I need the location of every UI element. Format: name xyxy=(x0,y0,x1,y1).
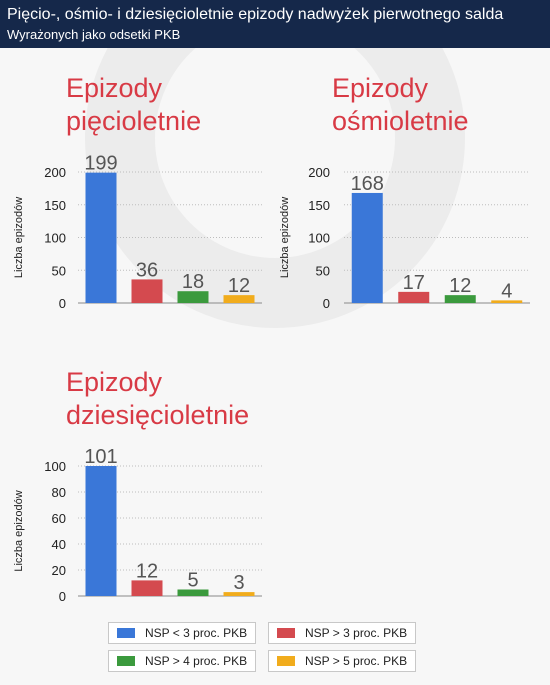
chart-1-ylabel: Liczba epizodów xyxy=(13,197,25,278)
chart-1-bar xyxy=(223,295,255,303)
legend-item-1: NSP < 3 proc. PKB xyxy=(108,622,256,644)
chart-3-ytick-label: 40 xyxy=(52,537,66,552)
legend-item-4: NSP > 5 proc. PKB xyxy=(268,650,416,672)
chart-1-ytick-label: 100 xyxy=(44,231,66,246)
chart-2-data-label: 4 xyxy=(501,280,512,302)
legend-swatch-4 xyxy=(277,656,295,666)
chart-2-ytick-label: 150 xyxy=(308,198,330,213)
chart-1-title-line-1: Epizody xyxy=(66,73,163,103)
chart-2-data-label: 17 xyxy=(403,272,425,294)
chart-3-bar xyxy=(223,592,255,596)
chart-3-ylabel: Liczba epizodów xyxy=(13,490,25,571)
chart-2-title-line-2: ośmioletnie xyxy=(332,106,469,136)
chart-2-ytick-label: 100 xyxy=(308,231,330,246)
chart-2-data-label: 12 xyxy=(449,275,471,297)
chart-1-data-label: 199 xyxy=(84,153,117,175)
chart-1-ytick-label: 150 xyxy=(44,198,66,213)
legend-swatch-2 xyxy=(277,628,295,638)
header-banner: Pięcio-, ośmio- i dziesięcioletnie epizo… xyxy=(0,0,550,48)
legend-label-2: NSP > 3 proc. PKB xyxy=(305,626,408,640)
chart-1-bar xyxy=(177,291,209,303)
chart-3-bar xyxy=(177,589,209,596)
chart-2-ytick-label: 50 xyxy=(316,263,330,278)
chart-3-data-label: 3 xyxy=(233,572,244,594)
legend-item-3: NSP > 4 proc. PKB xyxy=(108,650,256,672)
legend-item-2: NSP > 3 proc. PKB xyxy=(268,622,416,644)
chart-1-ytick-label: 200 xyxy=(44,165,66,180)
legend-label-1: NSP < 3 proc. PKB xyxy=(145,626,248,640)
chart-1-title: Epizody pięcioletnie xyxy=(66,72,201,138)
chart-2-bar xyxy=(398,291,430,303)
chart-3-data-label: 101 xyxy=(84,446,117,468)
chart-3-ytick-label: 100 xyxy=(44,459,66,474)
chart-2-data-label: 168 xyxy=(351,173,384,195)
legend-label-3: NSP > 4 proc. PKB xyxy=(145,654,248,668)
logo-watermark xyxy=(85,48,465,328)
chart-3-title-line-1: Epizody xyxy=(66,367,163,397)
legend: NSP < 3 proc. PKB NSP > 3 proc. PKB NSP … xyxy=(108,620,418,676)
chart-1-ytick-label: 50 xyxy=(52,263,66,278)
chart-2-title-line-1: Epizody xyxy=(332,73,429,103)
chart-1-data-label: 12 xyxy=(228,275,250,297)
chart-1-bar xyxy=(131,279,163,303)
page-subtitle: Wyrażonych jako odsetki PKB xyxy=(7,27,181,42)
page-title: Pięcio-, ośmio- i dziesięcioletnie epizo… xyxy=(7,6,504,23)
legend-swatch-3 xyxy=(117,656,135,666)
chart-3-ytick-label: 80 xyxy=(52,485,66,500)
chart-3-data-label: 12 xyxy=(136,560,158,582)
chart-1-ytick-label: 0 xyxy=(59,296,66,311)
chart-3-bar xyxy=(85,466,117,596)
chart-1-title-line-2: pięcioletnie xyxy=(66,106,202,136)
chart-3-ytick-label: 0 xyxy=(59,589,66,604)
chart-3-title-line-2: dziesięcioletnie xyxy=(66,400,250,430)
chart-3-ytick-label: 20 xyxy=(52,563,66,578)
chart-2-ytick-label: 0 xyxy=(323,296,330,311)
chart-1-data-label: 36 xyxy=(136,259,158,281)
chart-2-bar xyxy=(351,192,383,303)
chart-3-title: Epizody dziesięcioletnie xyxy=(66,366,249,432)
chart-2-ytick-label: 200 xyxy=(308,165,330,180)
chart-3-ytick-label: 60 xyxy=(52,511,66,526)
chart-3-data-label: 5 xyxy=(187,570,198,592)
chart-3-bar xyxy=(131,580,163,596)
chart-1-bar xyxy=(85,172,117,303)
chart-2-bar xyxy=(444,295,476,303)
chart-1-data-label: 18 xyxy=(182,271,204,293)
chart-2-bar xyxy=(491,300,523,303)
legend-label-4: NSP > 5 proc. PKB xyxy=(305,654,408,668)
legend-swatch-1 xyxy=(117,628,135,638)
chart-2-ylabel: Liczba epizodów xyxy=(279,197,291,278)
chart-2-title: Epizody ośmioletnie xyxy=(332,72,469,138)
